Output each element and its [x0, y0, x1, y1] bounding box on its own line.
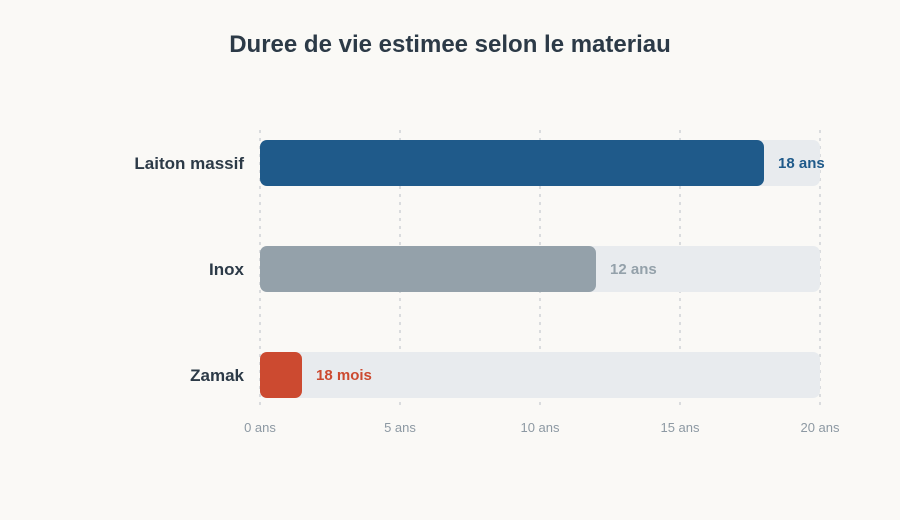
value-label: 18 mois	[316, 367, 372, 384]
category-label: Zamak	[190, 366, 244, 385]
chart-title: Duree de vie estimee selon le materiau	[229, 31, 671, 58]
bar	[260, 246, 596, 292]
tick-label: 15 ans	[660, 420, 700, 435]
value-label: 12 ans	[610, 261, 657, 278]
category-label: Inox	[209, 260, 244, 279]
tick-label: 10 ans	[520, 420, 560, 435]
bars: Laiton massif 18 ans Inox 12 ans Zamak 18 moi…	[134, 140, 825, 398]
tick-label: 0 ans	[244, 420, 276, 435]
x-axis-ticks: 0 ans 5 ans 10 ans 15 ans 20 ans	[244, 420, 840, 435]
bar-track	[260, 352, 820, 398]
value-label: 18 ans	[778, 155, 825, 172]
category-label: Laiton massif	[134, 154, 244, 173]
bar	[260, 140, 764, 186]
tick-label: 5 ans	[384, 420, 416, 435]
tick-label: 20 ans	[800, 420, 840, 435]
bar	[260, 352, 302, 398]
